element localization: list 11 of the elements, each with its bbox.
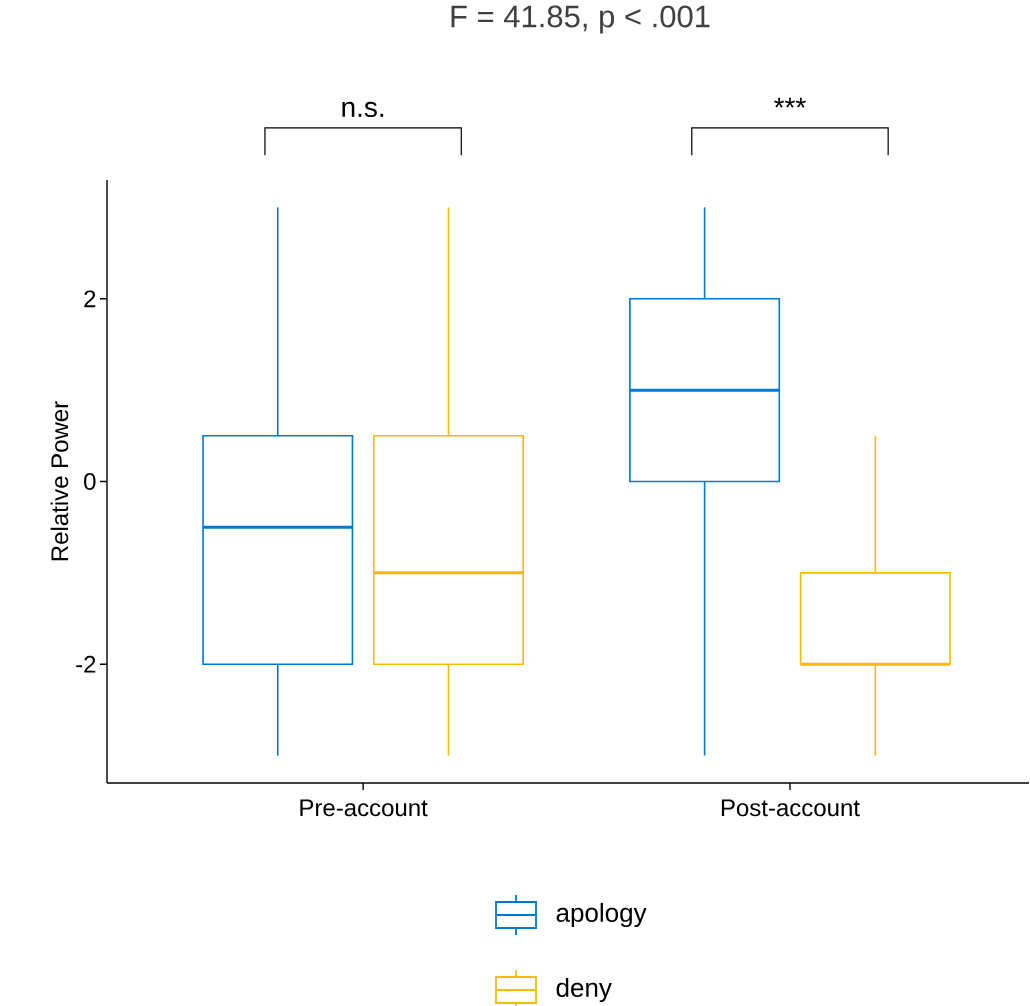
x-tick-label: Post-account [721,799,860,817]
legend-label: deny [556,977,612,1003]
text: n.s. [342,101,384,118]
y-tick-label: -2 [76,655,96,673]
chart-title: F = 41.85, p < .001 [451,5,710,34]
y-axis-title: Relative Power [50,401,69,561]
y-tick-label: 2 [84,290,96,308]
text: *** [774,97,806,108]
legend-label: apology [556,902,647,928]
x-tick-label: Pre-account [300,799,428,817]
y-tick-label: 0 [84,473,96,490]
